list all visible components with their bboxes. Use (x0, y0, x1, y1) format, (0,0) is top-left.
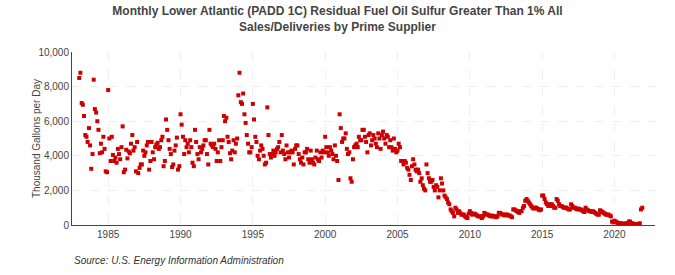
svg-text:2010: 2010 (459, 229, 482, 240)
svg-text:8,000: 8,000 (44, 81, 69, 92)
svg-text:1985: 1985 (97, 229, 120, 240)
svg-text:2005: 2005 (386, 229, 409, 240)
svg-text:2015: 2015 (531, 229, 554, 240)
svg-text:4,000: 4,000 (44, 150, 69, 161)
svg-text:6,000: 6,000 (44, 116, 69, 127)
svg-text:Thousand Gallons per Day: Thousand Gallons per Day (31, 79, 42, 198)
svg-text:0: 0 (63, 220, 69, 231)
svg-text:1990: 1990 (169, 229, 192, 240)
svg-text:1995: 1995 (242, 229, 265, 240)
svg-text:2020: 2020 (603, 229, 626, 240)
svg-text:10,000: 10,000 (38, 47, 69, 58)
svg-text:2000: 2000 (314, 229, 337, 240)
svg-text:2,000: 2,000 (44, 185, 69, 196)
svg-text:Source: U.S. Energy Informatio: Source: U.S. Energy Information Administ… (74, 255, 284, 266)
svg-text:Monthly Lower Atlantic (PADD 1: Monthly Lower Atlantic (PADD 1C) Residua… (112, 4, 562, 34)
